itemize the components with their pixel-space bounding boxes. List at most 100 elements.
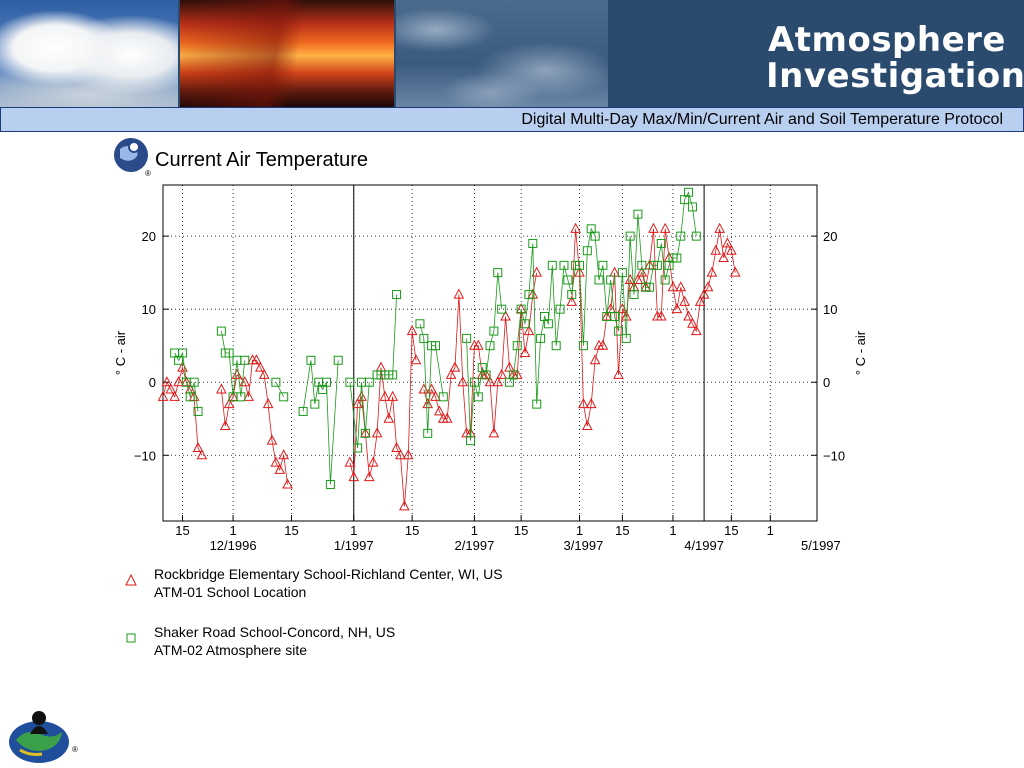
- series-line-segment: [423, 272, 538, 434]
- series-line-segment: [275, 382, 285, 397]
- y-tick-label: 20: [823, 229, 837, 244]
- banner-title: Atmosphere Investigation: [766, 22, 1024, 94]
- triangle-point: [363, 471, 375, 482]
- triangle-point: [399, 500, 410, 511]
- chart-title: Current Air Temperature: [155, 149, 368, 171]
- month-label: 1/1997: [334, 538, 374, 553]
- square-point: [271, 377, 281, 387]
- series-line-segment: [349, 331, 417, 507]
- square-point: [310, 399, 320, 409]
- sunset-photo: [180, 0, 394, 107]
- square-point: [508, 370, 518, 380]
- square-point: [676, 231, 686, 241]
- x-tick-label: 1: [350, 523, 357, 538]
- square-point: [216, 326, 226, 336]
- square-point: [497, 304, 507, 314]
- y-tick-label: 0: [149, 375, 156, 390]
- triangle-point: [165, 383, 177, 394]
- month-label: 3/1997: [564, 538, 604, 553]
- square-point: [493, 268, 503, 278]
- y-tick-label: 20: [142, 229, 156, 244]
- square-point: [567, 290, 577, 300]
- square-point: [575, 260, 585, 270]
- triangle-point: [718, 251, 729, 263]
- square-point: [594, 275, 604, 285]
- triangle-point: [648, 222, 659, 233]
- square-point: [598, 260, 608, 270]
- x-tick-label: 1: [471, 523, 478, 538]
- triangle-point: [254, 361, 266, 372]
- triangle-point: [395, 449, 406, 460]
- x-tick-label: 1: [576, 523, 583, 538]
- square-point: [360, 428, 370, 438]
- square-point: [543, 319, 553, 329]
- square-point: [520, 319, 530, 329]
- triangle-point: [636, 266, 648, 277]
- triangle-point: [675, 281, 687, 292]
- triangle-point: [722, 237, 733, 248]
- cloud-photo: [0, 0, 178, 107]
- triangle-point: [231, 368, 243, 379]
- x-tick-label: 1: [767, 523, 774, 538]
- series-line-segment: [221, 359, 288, 485]
- triangle-point: [453, 288, 465, 299]
- temperature-chart: ® Current Air Temperature −10 −10 0 0 10 10 20…: [113, 138, 868, 553]
- square-point: [532, 399, 542, 409]
- triangle-point: [690, 325, 702, 336]
- triangle-point: [449, 361, 461, 372]
- triangle-point: [356, 390, 367, 401]
- series-line-segment: [571, 228, 736, 427]
- y-tick-label: 0: [823, 375, 830, 390]
- globe-logo-icon: ®: [9, 711, 78, 763]
- square-point: [177, 348, 187, 358]
- triangle-point: [729, 266, 741, 277]
- series-line-segment: [349, 382, 370, 449]
- square-point: [423, 428, 433, 438]
- triangle-point: [223, 398, 235, 409]
- series-line-segment: [419, 323, 444, 434]
- square-point: [345, 377, 355, 387]
- series-line-segment: [466, 272, 503, 441]
- square-point: [606, 275, 616, 285]
- triangle-point: [488, 427, 500, 438]
- triangle-point: [492, 376, 504, 387]
- triangle-point: [531, 266, 543, 277]
- triangle-point: [679, 295, 690, 306]
- square-point: [388, 370, 398, 380]
- month-label: 5/1997: [801, 538, 841, 553]
- triangle-point: [367, 456, 379, 467]
- triangle-point: [282, 478, 293, 489]
- square-point: [224, 348, 234, 358]
- square-point: [645, 282, 655, 292]
- square-point: [528, 238, 538, 248]
- square-point: [306, 355, 316, 365]
- square-point: [555, 304, 565, 314]
- x-tick-label: 15: [175, 523, 189, 538]
- square-point: [364, 377, 374, 387]
- triangle-point: [500, 310, 511, 321]
- square-point: [629, 290, 639, 300]
- square-point: [656, 238, 666, 248]
- square-point: [469, 377, 479, 387]
- series-triangle: [157, 222, 741, 511]
- triangle-point: [574, 266, 585, 277]
- month-label: 4/1997: [684, 538, 724, 553]
- triangle-point: [620, 310, 632, 321]
- triangle-point: [710, 244, 722, 255]
- triangle-point: [169, 390, 181, 401]
- triangle-point: [581, 419, 593, 431]
- legend-school-name: Rockbridge Elementary School-Richland Ce…: [154, 566, 503, 582]
- y-tick-label: 10: [142, 302, 156, 317]
- square-point: [672, 253, 682, 263]
- header-banner: Atmosphere Investigation: [0, 0, 1024, 107]
- triangle-point: [457, 376, 469, 387]
- series-line-segment: [509, 191, 697, 405]
- triangle-point: [251, 354, 262, 365]
- x-tick-label: 1: [229, 523, 236, 538]
- square-point: [691, 231, 701, 241]
- square-point: [185, 392, 195, 402]
- triangle-point: [173, 376, 184, 387]
- triangle-point: [379, 390, 391, 401]
- triangle-point: [161, 376, 173, 387]
